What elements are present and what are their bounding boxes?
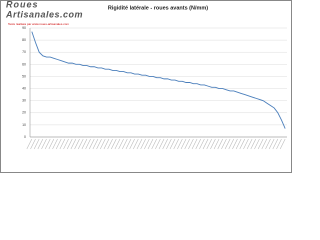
x-tick-placeholder [125, 138, 132, 150]
x-tick-placeholder [41, 138, 47, 150]
x-tick-placeholder [147, 138, 154, 150]
x-tick-placeholder [276, 138, 282, 150]
x-tick-placeholder [254, 138, 260, 150]
x-tick-placeholder [96, 138, 102, 150]
x-tick-placeholder [217, 138, 224, 150]
chart-title: Rigidité latérale - roues avants (N/mm) [108, 5, 208, 11]
x-tick-placeholder [268, 138, 275, 150]
x-tick-placeholder [224, 138, 231, 150]
x-tick-placeholder [140, 138, 146, 150]
x-tick-placeholder [37, 138, 44, 150]
x-tick-placeholder [30, 138, 36, 150]
x-tick-placeholder [180, 138, 187, 150]
x-tick-placeholder [246, 138, 253, 150]
x-tick-placeholder [99, 138, 106, 150]
x-tick-placeholder [103, 138, 110, 150]
y-tick-label: 60 [22, 62, 26, 66]
y-tick-label: 20 [22, 111, 26, 115]
x-tick-placeholder [166, 138, 172, 150]
y-tick-label: 40 [22, 86, 26, 90]
x-tick-placeholder [191, 138, 198, 150]
x-tick-placeholder [210, 138, 216, 150]
x-tick-placeholder [228, 138, 235, 150]
x-tick-placeholder [272, 138, 279, 150]
x-tick-placeholder [221, 138, 227, 150]
x-tick-placeholder [169, 138, 176, 150]
x-tick-placeholder [265, 138, 271, 150]
logo-bottom: Artisanales.com [5, 9, 83, 19]
x-tick-placeholder [184, 138, 190, 150]
logo-top: Roues [6, 0, 39, 9]
y-tick-label: 90 [22, 26, 26, 30]
chart: Rigidité latérale - roues avants (N/mm) … [0, 0, 292, 173]
x-tick-placeholder [118, 138, 124, 150]
x-tick-placeholder [151, 138, 157, 150]
x-tick-placeholder [48, 138, 55, 150]
x-tick-placeholder [122, 138, 128, 150]
x-tick-placeholder [44, 138, 51, 150]
y-tick-label: 70 [22, 50, 26, 54]
x-tick-placeholder [26, 138, 33, 150]
y-tick-label: 50 [22, 74, 26, 78]
y-tick-label: 10 [22, 123, 26, 127]
x-tick-placeholder [59, 138, 66, 150]
x-tick-placeholder [77, 138, 84, 150]
x-tick-placeholder [257, 138, 264, 150]
x-tick-placeholder [66, 138, 73, 150]
x-tick-placeholder [70, 138, 77, 150]
x-tick-placeholder [199, 138, 205, 150]
x-tick-placeholder [279, 138, 286, 150]
x-tick-placeholder [88, 138, 95, 150]
x-tick-placeholder [55, 138, 62, 150]
x-tick-placeholder [114, 138, 121, 150]
x-tick-placeholder [239, 138, 246, 150]
x-tick-placeholder [162, 138, 168, 150]
x-tick-placeholder [235, 138, 242, 150]
x-tick-placeholder [129, 138, 135, 150]
x-tick-placeholder [155, 138, 161, 150]
x-tick-placeholder [173, 138, 179, 150]
x-tick-placeholder [261, 138, 268, 150]
x-tick-placeholder [188, 138, 194, 150]
x-tick-placeholder [158, 138, 165, 150]
chart-frame [0, 0, 292, 173]
x-tick-placeholder [177, 138, 183, 150]
x-tick-placeholder [33, 138, 40, 150]
x-tick-placeholder [81, 138, 88, 150]
y-tick-label: 0 [24, 135, 26, 139]
x-tick-placeholder [250, 138, 257, 150]
x-tick-placeholder [52, 138, 58, 150]
x-tick-placeholder [202, 138, 209, 150]
x-tick-placeholder [133, 138, 139, 150]
x-tick-placeholder [144, 138, 150, 150]
chart-subtitle: Tests réalisés par www.roues-artisanales… [8, 22, 69, 26]
x-tick-placeholder [136, 138, 143, 150]
x-tick-placeholder [195, 138, 201, 150]
y-tick-label: 80 [22, 38, 26, 42]
x-tick-placeholder [111, 138, 117, 150]
x-tick-placeholder [206, 138, 213, 150]
x-tick-placeholder [85, 138, 91, 150]
x-tick-placeholder [107, 138, 113, 150]
x-tick-placeholder [63, 138, 69, 150]
x-tick-placeholder [74, 138, 80, 150]
x-tick-placeholder [232, 138, 238, 150]
x-tick-placeholder [243, 138, 249, 150]
x-tick-placeholder [92, 138, 99, 150]
x-tick-placeholder [213, 138, 220, 150]
series-line [31, 31, 286, 129]
y-tick-label: 30 [22, 99, 26, 103]
